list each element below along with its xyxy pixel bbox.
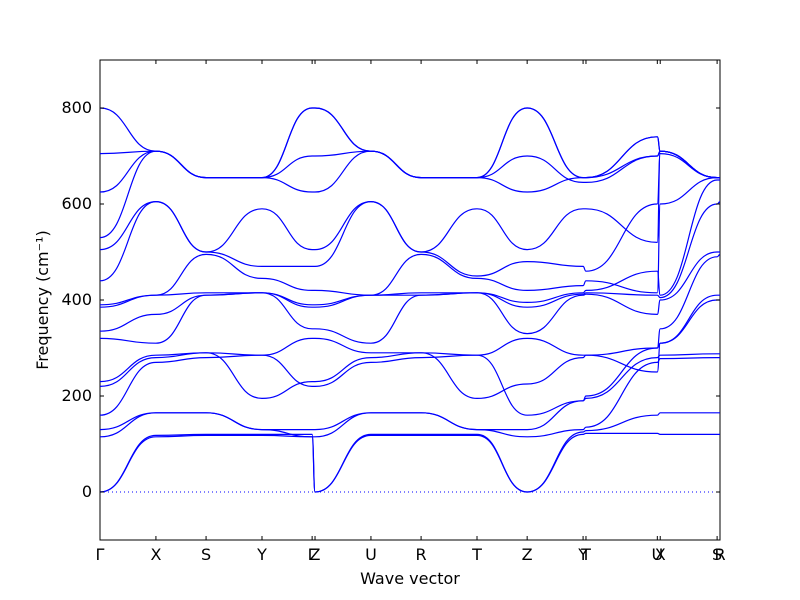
y-tick-label: 400 — [61, 290, 92, 309]
phonon-branch-1 — [99, 432, 720, 493]
y-tick-label: 600 — [61, 194, 92, 213]
x-tick-label: X — [655, 545, 666, 564]
phonon-branch-6 — [99, 294, 720, 400]
x-tick-label: Γ — [96, 545, 105, 564]
x-tick-label: X — [150, 545, 161, 564]
x-axis-ticks: Γ X S Y ΓZ U R T Z YT UX SR — [96, 60, 726, 564]
phonon-branch-17 — [99, 107, 720, 179]
y-axis-ticks: 0 200 400 600 800 — [61, 98, 720, 501]
phonon-branch-2 — [99, 412, 720, 493]
y-tick-label: 800 — [61, 98, 92, 117]
x-tick-label: Z — [310, 545, 321, 564]
x-axis-label: Wave vector — [360, 569, 460, 588]
x-tick-label: U — [651, 545, 663, 564]
y-axis-label: Frequency (cm⁻¹) — [33, 230, 52, 369]
y-tick-label: 0 — [82, 482, 92, 501]
phonon-branch-10 — [99, 179, 720, 308]
x-tick-label: U — [365, 545, 377, 564]
x-tick-label: Z — [522, 545, 533, 564]
x-tick-label: S — [712, 545, 722, 564]
x-tick-label: S — [201, 545, 211, 564]
phonon-branch-13 — [99, 150, 720, 253]
x-tick-label: T — [580, 545, 591, 564]
y-tick-label: 200 — [61, 386, 92, 405]
x-tick-label: Y — [256, 545, 267, 564]
phonon-branch-5 — [99, 299, 720, 416]
x-tick-label: T — [471, 545, 482, 564]
plot-area — [99, 59, 721, 541]
x-tick-label: Y — [577, 545, 588, 564]
x-tick-label: R — [714, 545, 725, 564]
phonon-branch-11 — [99, 176, 720, 306]
x-tick-label: Γ — [308, 545, 317, 564]
x-tick-label: R — [416, 545, 427, 564]
phonon-branches — [99, 107, 721, 493]
plot-frame — [99, 59, 721, 541]
phonon-branch-12 — [99, 152, 720, 282]
phonon-branch-7 — [99, 253, 721, 383]
